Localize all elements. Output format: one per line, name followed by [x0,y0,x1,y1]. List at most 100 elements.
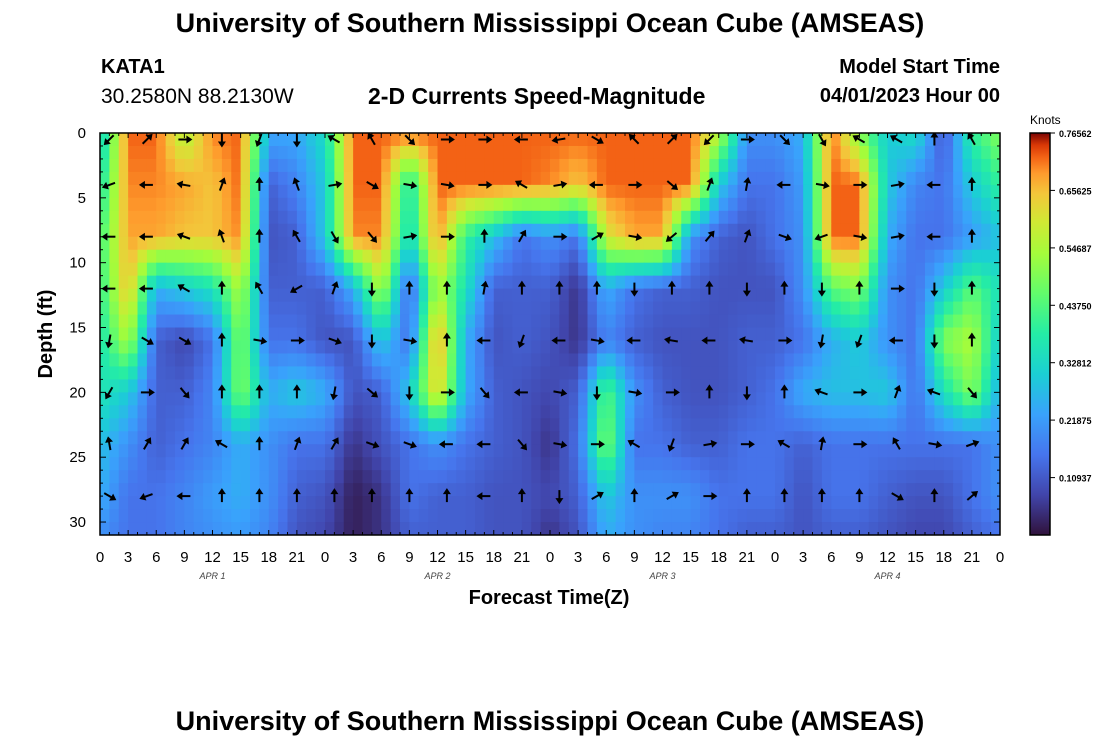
heat-cell [943,522,954,535]
heat-cell [840,470,851,484]
heat-cell [221,249,232,264]
heat-cell [146,405,157,419]
heat-cell [296,223,307,238]
heat-cell [812,171,823,186]
heat-cell [203,262,214,277]
heat-cell [409,366,420,380]
heat-cell [690,431,701,445]
heat-cell [821,171,832,186]
heat-cell [493,236,504,251]
heat-cell [906,457,917,471]
vector-head [626,336,633,345]
heat-cell [428,158,439,173]
heat-cell [212,327,223,342]
heat-cell [203,470,214,484]
vector-head [707,230,715,238]
vector-head [780,384,789,391]
y-axis-label: Depth (ft) [35,290,57,379]
heat-cell [484,340,495,355]
heat-cell [737,262,748,277]
heat-cell [990,223,1000,238]
vector-head [138,180,145,189]
vector-head [405,280,414,287]
heat-cell [990,418,1000,432]
heat-cell [165,353,176,368]
heat-cell [400,457,410,471]
heat-cell [746,366,757,380]
heat-cell [812,457,823,471]
heat-cell [962,379,973,393]
heat-cell [334,353,345,368]
heat-cell [653,483,664,497]
heat-cell [559,197,570,212]
vector-head [101,284,108,293]
heat-cell [615,249,626,264]
heat-cell [737,210,748,225]
heat-cell [221,171,232,186]
heat-cell [531,249,542,264]
heat-cell [521,158,532,173]
heat-cell [578,171,589,186]
heat-cell [221,158,232,173]
heat-cell [643,431,654,445]
current-vector [778,336,793,345]
heat-cell [437,405,448,419]
heat-cell [803,405,814,419]
heat-cell [615,145,626,160]
vector-head [486,180,493,189]
heat-cell [690,223,701,238]
heat-cell [756,509,767,523]
heat-cell [156,379,167,393]
heat-cell [540,340,551,355]
heat-cell [878,457,889,471]
heat-cell [531,509,542,523]
heat-cell [765,210,776,225]
heat-cell [700,340,710,355]
heat-cell [681,184,692,199]
heat-cell [184,366,195,380]
heat-cell [831,353,842,368]
heat-cell [278,470,289,484]
heat-cell [409,457,420,471]
heat-cell [268,483,279,497]
heat-cell [259,145,270,160]
heat-cell [784,509,795,523]
heat-cell [118,301,129,316]
heat-cell [587,509,598,523]
heat-cell [465,444,476,458]
heat-cell [250,314,260,329]
heat-cell [306,444,317,458]
heat-cell [606,470,617,484]
heat-cell [146,236,157,251]
chart-title: 2-D Currents Speed-Magnitude [368,83,706,109]
heat-cell [896,288,907,303]
heat-cell [681,353,692,368]
heat-cell [250,353,260,368]
heat-cell [381,379,392,393]
heat-cell [756,301,767,316]
heat-cell [231,288,242,303]
heat-cell [465,418,476,432]
heat-cell [962,392,973,406]
heat-cell [325,327,335,342]
x-tick-label: 6 [377,549,385,566]
current-vector [854,334,863,349]
heat-cell [259,509,270,523]
heat-cell [456,353,467,368]
heat-cell [765,158,776,173]
heat-cell [484,275,495,290]
heat-cell [662,133,673,147]
heat-cell [737,236,748,251]
heat-cell [568,197,579,212]
heat-cell [634,483,645,497]
heat-cell [934,392,945,406]
vector-head [926,387,934,396]
heat-cell [606,236,617,251]
heat-cell [521,496,532,510]
heat-cell [221,327,232,342]
current-vector [176,180,191,189]
vector-head [560,388,568,397]
y-tick-label: 20 [69,384,86,401]
heat-cell [268,210,279,225]
